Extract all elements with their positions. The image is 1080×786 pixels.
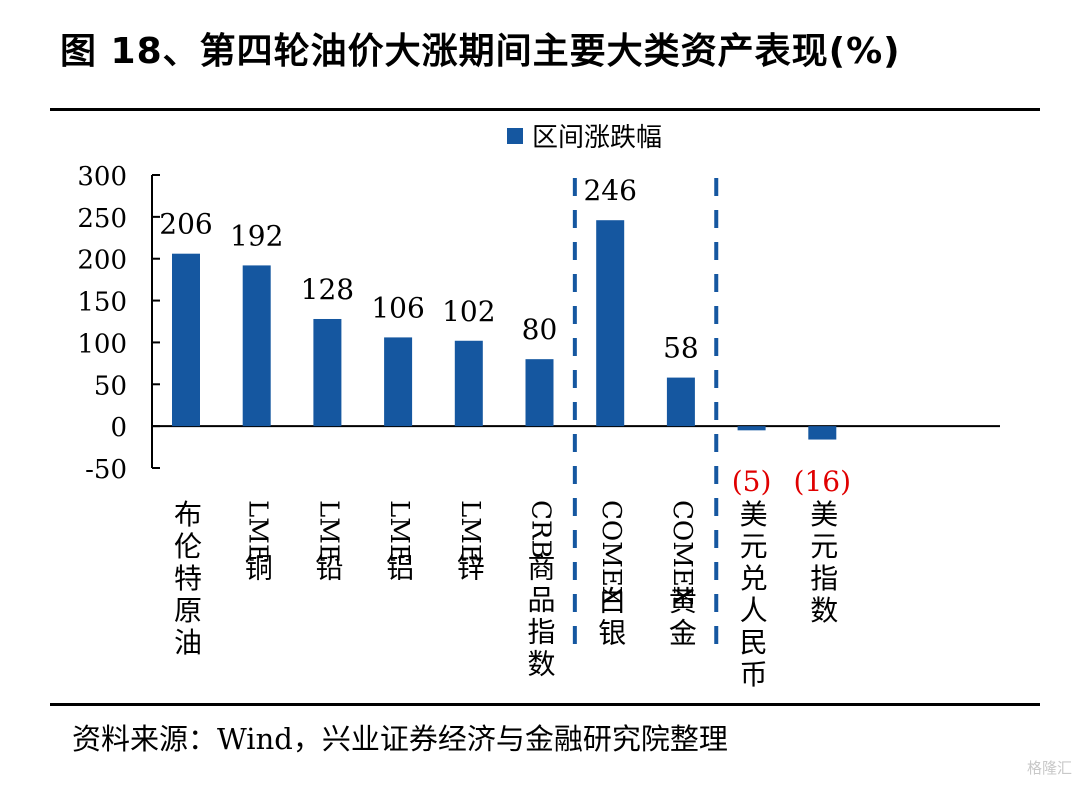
value-labels: 206 192 128 106 102 80 246 58 (5) (16) bbox=[159, 174, 851, 498]
data-label: 246 bbox=[583, 174, 636, 207]
category-label-char: 人 bbox=[740, 594, 768, 627]
data-label: (5) bbox=[732, 465, 772, 498]
category-label-char: 兑 bbox=[740, 562, 768, 595]
category-label-char: 银 bbox=[598, 617, 626, 650]
y-tick-label: 100 bbox=[77, 329, 127, 359]
y-tick-label: 50 bbox=[94, 371, 127, 401]
data-label: 192 bbox=[230, 219, 283, 252]
bar bbox=[808, 426, 837, 440]
bars bbox=[172, 220, 837, 440]
category-label-char: 伦 bbox=[174, 530, 202, 563]
category-label-char: 布 bbox=[174, 498, 202, 531]
category-label-run: LME bbox=[313, 500, 343, 563]
category-label-run: LME bbox=[384, 500, 414, 563]
category-label-run: COMEX bbox=[667, 500, 697, 606]
category-label-char: 铜 bbox=[245, 552, 273, 585]
bar bbox=[384, 337, 413, 427]
category-label-char: 油 bbox=[174, 626, 202, 659]
bar bbox=[242, 265, 271, 427]
category-labels: 布伦特原油LME铜LME铅LME铝LME锌CRB商品指数COMEX白银COMEX… bbox=[174, 498, 838, 691]
bar bbox=[596, 220, 625, 427]
source-note: 资料来源：Wind，兴业证券经济与金融研究院整理 bbox=[72, 722, 728, 756]
category-label-char: 商 bbox=[527, 552, 555, 585]
bar bbox=[666, 377, 695, 427]
legend-label: 区间涨跌幅 bbox=[532, 123, 662, 153]
watermark: 格隆汇 bbox=[1026, 759, 1072, 777]
data-label: 102 bbox=[442, 295, 495, 328]
data-label: 206 bbox=[159, 208, 212, 241]
category-label-run: CRB bbox=[526, 500, 556, 559]
category-label-char: 金 bbox=[669, 617, 697, 650]
category-label-run: LME bbox=[243, 500, 273, 563]
y-tick-label: 300 bbox=[77, 162, 127, 192]
category-label-char: 原 bbox=[174, 594, 202, 627]
category-label-char: 锌 bbox=[457, 552, 485, 585]
bar-chart: 区间涨跌幅 300 250 200 150 100 50 0 -50 206 192 128 106… bbox=[77, 123, 1000, 691]
data-label: 58 bbox=[663, 332, 699, 365]
data-label: 80 bbox=[522, 313, 558, 346]
legend: 区间涨跌幅 bbox=[507, 123, 662, 153]
data-label: (16) bbox=[794, 465, 851, 498]
bottom-rule bbox=[50, 703, 1040, 706]
y-tick-label: 200 bbox=[77, 246, 127, 276]
category-label-char: 美 bbox=[810, 498, 838, 531]
group-dividers bbox=[572, 178, 719, 648]
data-label: 106 bbox=[371, 291, 424, 324]
data-label: 128 bbox=[301, 273, 354, 306]
category-label-char: 黄 bbox=[669, 585, 697, 618]
top-rule bbox=[50, 108, 1040, 111]
bar bbox=[313, 318, 342, 427]
y-tick-label: 0 bbox=[110, 413, 127, 443]
category-label-char: 指 bbox=[527, 616, 555, 649]
bar bbox=[454, 340, 483, 427]
chart-title: 图 18、第四轮油价大涨期间主要大类资产表现(%) bbox=[60, 31, 901, 72]
axes: 300 250 200 150 100 50 0 -50 bbox=[77, 162, 1000, 485]
category-label-run: COMEX bbox=[596, 500, 626, 606]
category-label-char: 民 bbox=[740, 626, 768, 659]
y-tick-label: -50 bbox=[85, 455, 127, 485]
category-label-char: 元 bbox=[810, 530, 838, 563]
legend-swatch bbox=[507, 128, 523, 144]
category-label-char: 数 bbox=[527, 648, 555, 681]
category-label-char: 元 bbox=[740, 530, 768, 563]
category-label-char: 数 bbox=[810, 594, 838, 627]
category-label-char: 指 bbox=[810, 562, 838, 595]
category-label-char: 美 bbox=[740, 498, 768, 531]
bar bbox=[172, 253, 200, 427]
category-label-char: 特 bbox=[174, 562, 202, 595]
category-label-char: 铝 bbox=[386, 552, 414, 585]
category-label-char: 品 bbox=[527, 584, 555, 617]
bar bbox=[525, 359, 554, 427]
y-tick-label: 250 bbox=[77, 204, 127, 234]
category-label-char: 币 bbox=[740, 658, 768, 691]
y-tick-label: 150 bbox=[77, 288, 127, 318]
category-label-char: 白 bbox=[598, 585, 626, 618]
category-label-char: 铅 bbox=[315, 552, 343, 585]
category-label-run: LME bbox=[455, 500, 485, 563]
bar bbox=[737, 426, 766, 431]
